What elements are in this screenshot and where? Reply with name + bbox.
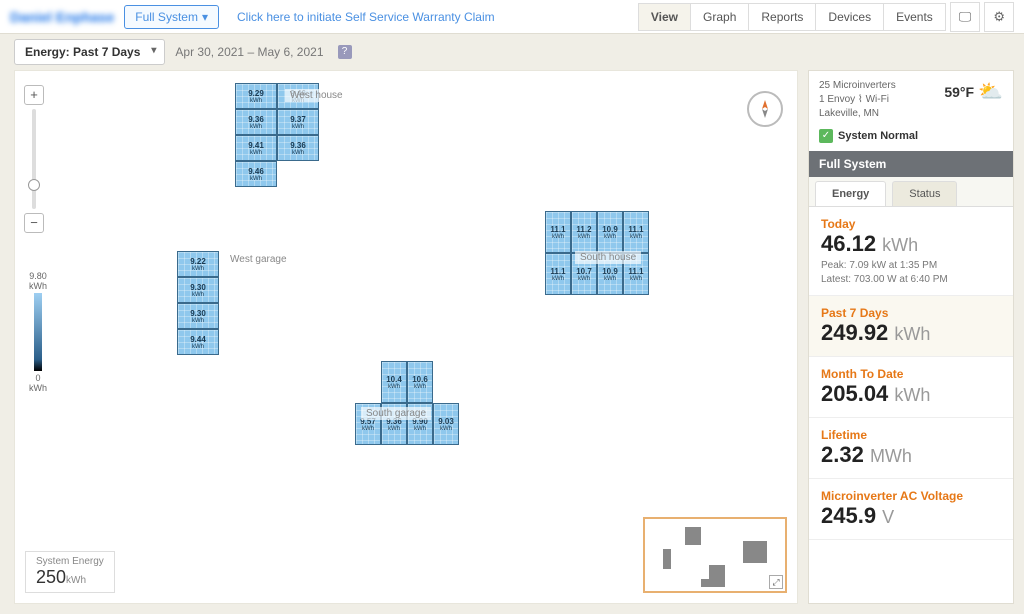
solar-panel[interactable]: 9.03kWh bbox=[433, 403, 459, 445]
secondary-bar: Energy: Past 7 Days Apr 30, 2021 – May 6… bbox=[0, 34, 1024, 70]
sub-tabs: EnergyStatus bbox=[809, 177, 1013, 207]
solar-panel[interactable]: 9.22kWh bbox=[177, 251, 219, 277]
solar-panel[interactable]: 10.4kWh bbox=[381, 361, 407, 403]
tab-events[interactable]: Events bbox=[883, 3, 946, 31]
solar-panel[interactable]: 9.36kWh bbox=[235, 109, 277, 135]
metric-selector[interactable]: Energy: Past 7 Days bbox=[14, 39, 165, 65]
solar-panel[interactable]: 9.30kWh bbox=[177, 303, 219, 329]
settings-icon[interactable]: ⚙ bbox=[984, 2, 1014, 32]
compass-icon[interactable] bbox=[747, 91, 783, 127]
caret-down-icon: ▾ bbox=[202, 10, 208, 24]
wifi-icon: ⌇ bbox=[858, 94, 863, 105]
stat-value: 245.9 V bbox=[821, 503, 1001, 529]
array-west-garage: 9.22kWh9.30kWh9.30kWh9.44kWh West garage bbox=[177, 251, 219, 355]
array-south-house: 11.1kWh11.2kWh10.9kWh11.1kWh11.1kWh10.7k… bbox=[545, 211, 649, 295]
owner-name[interactable]: Daniel Enphase bbox=[10, 9, 114, 25]
stat-label: Past 7 Days bbox=[821, 306, 1001, 320]
help-icon[interactable]: ? bbox=[338, 45, 352, 59]
solar-panel[interactable]: 11.1kWh bbox=[545, 211, 571, 253]
zoom-out-button[interactable]: − bbox=[24, 213, 44, 233]
solar-panel[interactable]: 11.2kWh bbox=[571, 211, 597, 253]
minimap-expand-icon[interactable]: ⤢ bbox=[769, 575, 783, 589]
nav-tabs: ViewGraphReportsDevicesEvents🖵⚙ bbox=[639, 2, 1014, 32]
section-header: Full System bbox=[809, 151, 1013, 177]
stat-value: 2.32 MWh bbox=[821, 442, 1001, 468]
stat-value: 249.92 kWh bbox=[821, 320, 1001, 346]
array-label: West house bbox=[285, 89, 348, 102]
array-map[interactable]: + − 9.80kWh 0kWh 9.29kWh9.46kWh9.36kWh9.… bbox=[14, 70, 798, 604]
warranty-link[interactable]: Click here to initiate Self Service Warr… bbox=[237, 10, 495, 24]
solar-panel[interactable]: 9.37kWh bbox=[277, 109, 319, 135]
system-info: 25 Microinverters 1 Envoy ⌇ Wi-Fi Lakevi… bbox=[809, 71, 1013, 129]
weather: 59°F ⛅ bbox=[944, 79, 1003, 104]
array-label: South house bbox=[575, 251, 641, 264]
stat-label: Microinverter AC Voltage bbox=[821, 489, 1001, 503]
stat-block: Past 7 Days249.92 kWh bbox=[809, 296, 1013, 357]
solar-panel[interactable]: 9.44kWh bbox=[177, 329, 219, 355]
sidebar: 25 Microinverters 1 Envoy ⌇ Wi-Fi Lakevi… bbox=[808, 70, 1014, 604]
system-energy-box: System Energy 250kWh bbox=[25, 551, 115, 593]
subtab-status[interactable]: Status bbox=[892, 181, 957, 206]
solar-panel[interactable]: 9.41kWh bbox=[235, 135, 277, 161]
tab-view[interactable]: View bbox=[638, 3, 691, 31]
stat-block: Microinverter AC Voltage245.9 V bbox=[809, 479, 1013, 540]
tab-graph[interactable]: Graph bbox=[690, 3, 749, 31]
stat-value: 46.12 kWh bbox=[821, 231, 1001, 257]
zoom-slider[interactable] bbox=[32, 109, 36, 209]
zoom-control: + − bbox=[23, 85, 45, 233]
stat-meta: Peak: 7.09 kW at 1:35 PM bbox=[821, 260, 1001, 271]
top-bar: Daniel Enphase Full System ▾ Click here … bbox=[0, 0, 1024, 34]
solar-panel[interactable]: 10.6kWh bbox=[407, 361, 433, 403]
location: Lakeville, MN bbox=[819, 107, 896, 121]
stat-label: Today bbox=[821, 217, 1001, 231]
stat-label: Lifetime bbox=[821, 428, 1001, 442]
system-status: ✓ System Normal bbox=[809, 129, 1013, 151]
system-selector[interactable]: Full System ▾ bbox=[124, 5, 219, 29]
stat-block: Today46.12 kWh Peak: 7.09 kW at 1:35 PM La… bbox=[809, 207, 1013, 296]
array-west-house: 9.29kWh9.46kWh9.36kWh9.37kWh9.41kWh9.36k… bbox=[235, 83, 319, 187]
solar-panel[interactable]: 10.9kWh bbox=[597, 211, 623, 253]
solar-panel[interactable]: 9.30kWh bbox=[177, 277, 219, 303]
tab-reports[interactable]: Reports bbox=[748, 3, 816, 31]
date-range: Apr 30, 2021 – May 6, 2021 bbox=[175, 45, 323, 59]
stat-label: Month To Date bbox=[821, 367, 1001, 381]
solar-panel[interactable]: 9.36kWh bbox=[277, 135, 319, 161]
envoy-count: 1 Envoy bbox=[819, 94, 855, 105]
stat-value: 205.04 kWh bbox=[821, 381, 1001, 407]
check-icon: ✓ bbox=[819, 129, 833, 143]
minimap[interactable]: ⤢ bbox=[643, 517, 787, 593]
solar-panel[interactable]: 9.46kWh bbox=[235, 161, 277, 187]
array-label: West garage bbox=[225, 253, 292, 266]
solar-panel[interactable]: 11.1kWh bbox=[623, 211, 649, 253]
subtab-energy[interactable]: Energy bbox=[815, 181, 886, 206]
solar-panel[interactable]: 9.29kWh bbox=[235, 83, 277, 109]
zoom-in-button[interactable]: + bbox=[24, 85, 44, 105]
array-south-garage: 10.4kWh10.6kWh9.57kWh9.36kWh9.90kWh9.03k… bbox=[355, 361, 459, 445]
stat-block: Lifetime2.32 MWh bbox=[809, 418, 1013, 479]
array-label: South garage bbox=[361, 407, 431, 420]
kiosk-icon[interactable]: 🖵 bbox=[950, 2, 981, 32]
microinverter-count: 25 Microinverters bbox=[819, 79, 896, 93]
tab-devices[interactable]: Devices bbox=[815, 3, 884, 31]
zoom-thumb[interactable] bbox=[28, 179, 40, 191]
solar-panel[interactable]: 11.1kWh bbox=[545, 253, 571, 295]
color-scale-legend: 9.80kWh 0kWh bbox=[21, 271, 55, 393]
weather-icon: ⛅ bbox=[978, 79, 1003, 104]
stat-block: Month To Date205.04 kWh bbox=[809, 357, 1013, 418]
stats-list: Today46.12 kWh Peak: 7.09 kW at 1:35 PM La… bbox=[809, 207, 1013, 603]
stat-meta: Latest: 703.00 W at 6:40 PM bbox=[821, 274, 1001, 285]
